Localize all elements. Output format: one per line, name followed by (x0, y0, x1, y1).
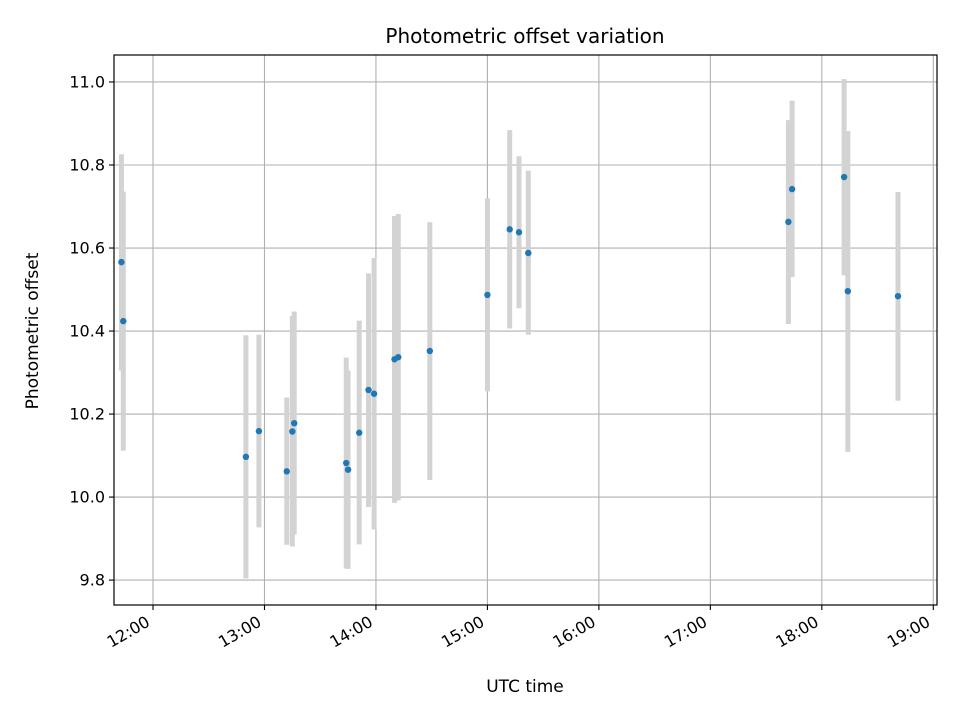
data-point (788, 185, 796, 193)
data-point (426, 347, 434, 355)
grid-layer (114, 55, 937, 605)
y-axis-ticks: 9.8 10.0 10.2 10.4 10.6 10.8 11.0 (69, 72, 114, 590)
y-tick-label: 11.0 (69, 72, 105, 91)
data-point (785, 218, 792, 226)
data-point (343, 459, 350, 467)
data-point (484, 291, 491, 299)
data-point (291, 419, 298, 427)
data-point (118, 258, 125, 266)
data-point (289, 428, 296, 435)
data-point (283, 468, 290, 475)
data-point (365, 386, 372, 394)
data-point (894, 292, 902, 300)
y-tick-label: 10.6 (69, 239, 105, 258)
data-point (344, 466, 352, 473)
plot-frame (113, 54, 938, 606)
point-layer (118, 173, 902, 475)
data-point (844, 287, 852, 295)
y-tick-label: 10.4 (69, 322, 105, 341)
data-point (395, 353, 402, 361)
data-point (255, 427, 263, 435)
y-tick-label: 10.2 (69, 405, 105, 424)
y-tick-label: 10.0 (69, 488, 105, 507)
data-point (370, 390, 378, 397)
y-tick-label: 10.8 (69, 156, 105, 175)
chart-title: Photometric offset variation (385, 24, 664, 48)
data-point (242, 453, 250, 461)
data-point (120, 317, 127, 325)
data-point (525, 249, 532, 257)
x-axis-label: UTC time (486, 677, 564, 697)
data-point (840, 173, 848, 181)
data-point (515, 229, 523, 236)
y-axis-label: Photometric offset (23, 252, 43, 409)
y-tick-label: 9.8 (80, 571, 105, 590)
data-point (506, 226, 513, 233)
data-point (356, 429, 363, 436)
